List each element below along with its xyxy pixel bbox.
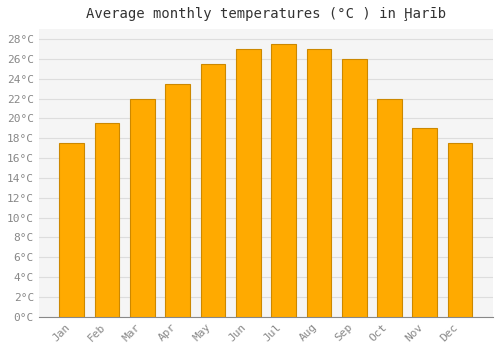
Bar — [236, 49, 260, 317]
Bar — [412, 128, 437, 317]
Bar — [130, 98, 155, 317]
Title: Average monthly temperatures (°C ) in Ḩarīb: Average monthly temperatures (°C ) in Ḩa… — [86, 7, 446, 21]
Bar — [377, 98, 402, 317]
Bar — [94, 123, 120, 317]
Bar — [166, 84, 190, 317]
Bar — [60, 143, 84, 317]
Bar — [342, 59, 366, 317]
Bar — [306, 49, 331, 317]
Bar — [271, 44, 296, 317]
Bar — [448, 143, 472, 317]
Bar — [200, 64, 226, 317]
